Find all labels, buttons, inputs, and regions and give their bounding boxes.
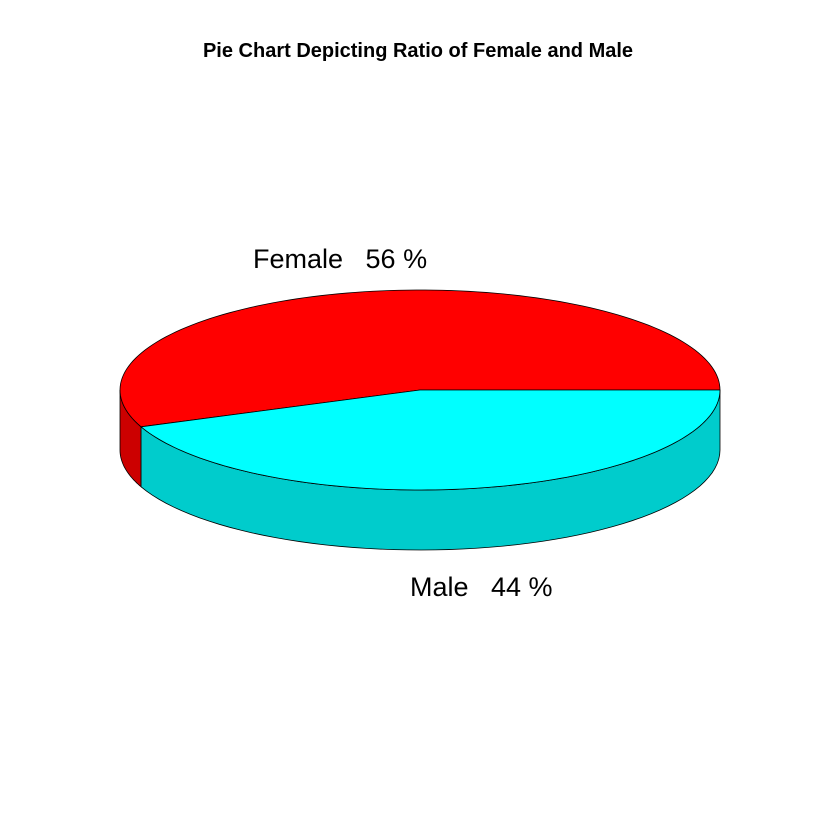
slice-label-female: Female 56 % <box>253 244 427 274</box>
chart-title: Pie Chart Depicting Ratio of Female and … <box>203 40 633 62</box>
slice-top-male <box>140 389 721 491</box>
slice-top-female <box>119 289 721 428</box>
slice-label-male: Male 44 % <box>410 572 553 602</box>
pie-3d <box>119 289 721 551</box>
